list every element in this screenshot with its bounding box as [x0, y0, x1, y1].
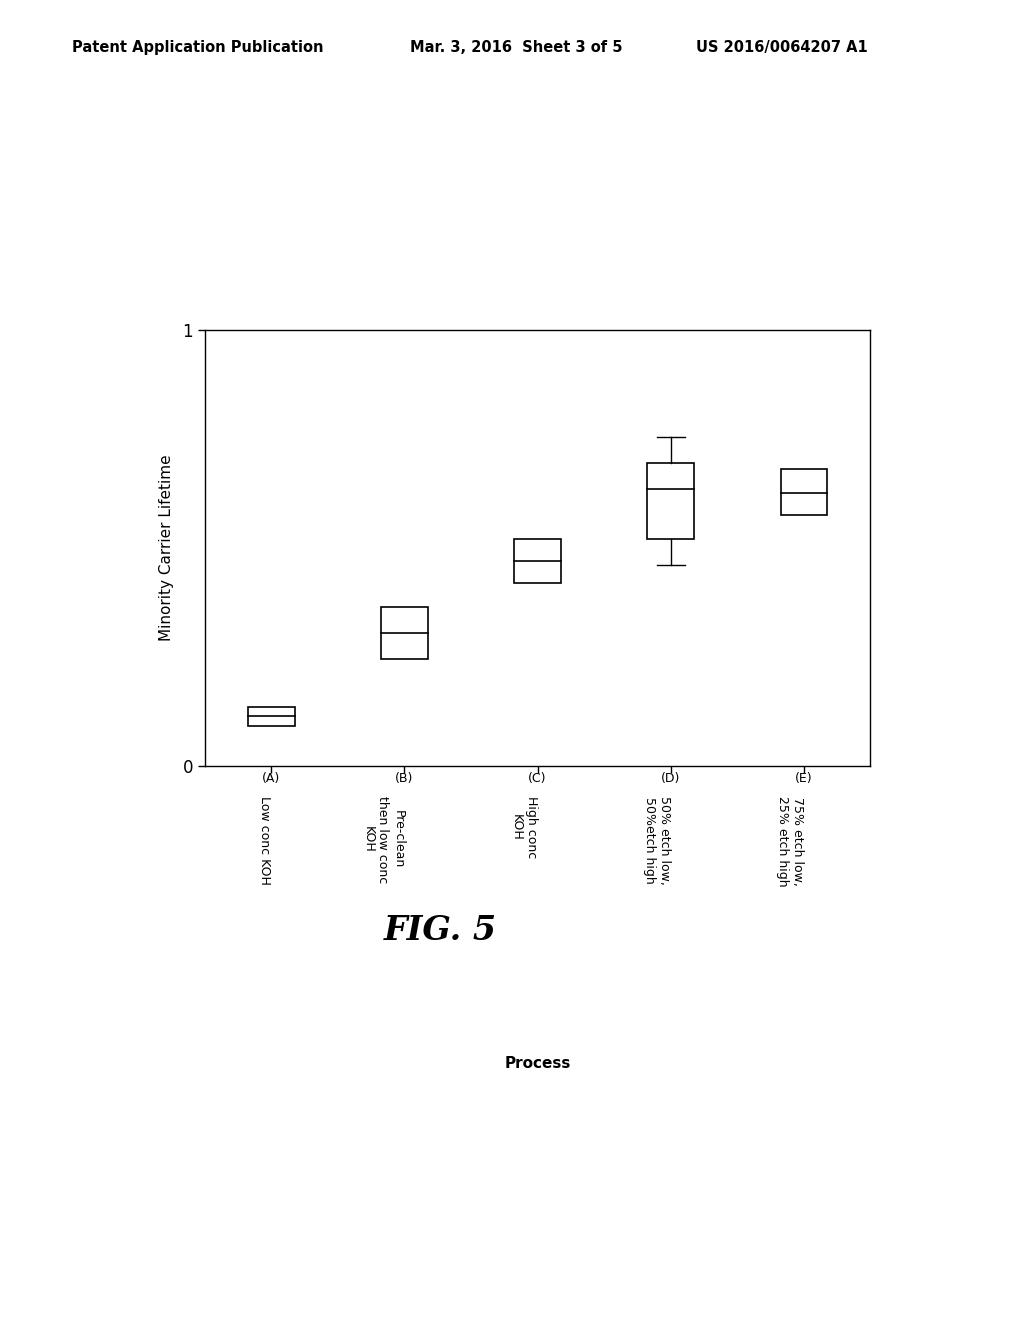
Bar [647, 463, 694, 539]
Text: (A): (A) [262, 772, 281, 785]
Text: Mar. 3, 2016  Sheet 3 of 5: Mar. 3, 2016 Sheet 3 of 5 [410, 40, 623, 55]
Text: 75% etch low,
25% etch high: 75% etch low, 25% etch high [776, 796, 804, 887]
Text: Process: Process [505, 1056, 570, 1071]
Bar [381, 607, 428, 659]
Text: (E): (E) [795, 772, 813, 785]
Text: Low conc KOH: Low conc KOH [258, 796, 271, 884]
Text: Patent Application Publication: Patent Application Publication [72, 40, 324, 55]
Bar [514, 539, 561, 582]
Y-axis label: Minority Carrier Lifetime: Minority Carrier Lifetime [159, 454, 174, 642]
Text: (B): (B) [395, 772, 414, 785]
Text: 50% etch low,
50%etch high: 50% etch low, 50%etch high [643, 796, 671, 884]
Bar [780, 470, 827, 515]
Text: (C): (C) [528, 772, 547, 785]
Bar [248, 706, 295, 726]
Text: Pre-clean
then low conc
KOH: Pre-clean then low conc KOH [361, 796, 404, 883]
Text: US 2016/0064207 A1: US 2016/0064207 A1 [696, 40, 868, 55]
Text: FIG. 5: FIG. 5 [384, 913, 497, 948]
Text: (D): (D) [662, 772, 680, 785]
Text: High conc
KOH: High conc KOH [510, 796, 538, 858]
